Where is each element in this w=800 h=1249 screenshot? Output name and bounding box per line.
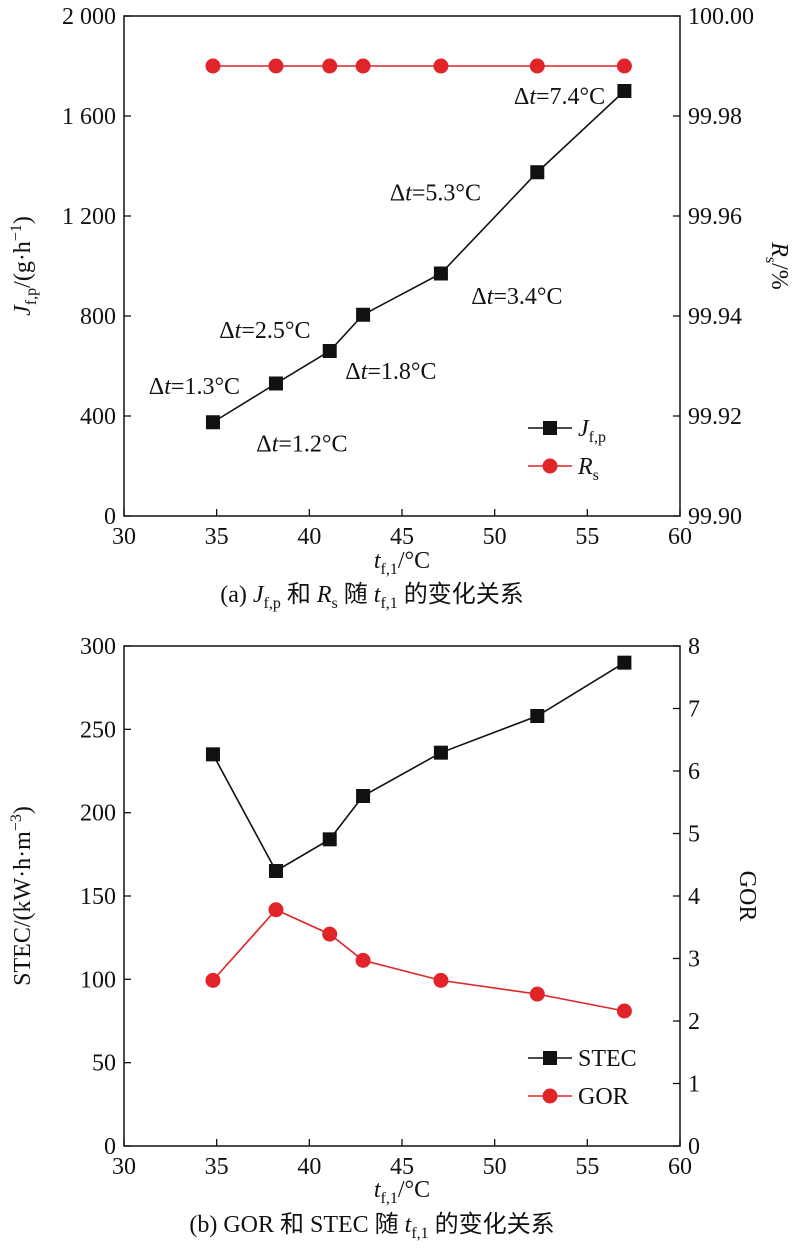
annotation-delta-t: Δt=7.4°C — [514, 84, 605, 110]
x-tick-label: 40 — [297, 1154, 321, 1180]
y-right-tick-label: 5 — [688, 822, 700, 848]
y-right-tick-label: 99.90 — [688, 504, 742, 530]
y-left-tick-label: 1 200 — [62, 204, 116, 230]
y-right-tick-label: 6 — [688, 759, 700, 785]
data-point-square — [269, 864, 283, 878]
x-tick-label: 55 — [575, 524, 599, 550]
data-point-square — [206, 415, 220, 429]
y-left-tick-label: 50 — [92, 1051, 116, 1077]
x-tick-label: 55 — [575, 1154, 599, 1180]
data-point-square — [356, 789, 370, 803]
y-right-tick-label: 4 — [688, 884, 700, 910]
data-point-square — [434, 267, 448, 281]
y-right-tick-label: 99.96 — [688, 204, 742, 230]
x-tick-label: 35 — [205, 1154, 229, 1180]
x-tick-label: 50 — [483, 524, 507, 550]
data-point-circle — [530, 59, 545, 74]
data-point-circle — [322, 59, 337, 74]
y-right-axis-label: GOR — [734, 871, 760, 922]
figure-caption: (b) GOR 和 STEC 随 tf,1 的变化关系 — [189, 1211, 554, 1242]
legend-marker-square — [543, 421, 557, 435]
legend-label: Jf,p — [578, 416, 606, 446]
x-tick-label: 40 — [297, 524, 321, 550]
data-point-square — [530, 709, 544, 723]
series-line-gor — [213, 910, 624, 1011]
y-left-tick-label: 0 — [104, 504, 116, 530]
data-point-square — [617, 656, 631, 670]
data-point-square — [617, 84, 631, 98]
y-right-axis-label: Rs/% — [762, 241, 792, 290]
y-right-tick-label: 99.94 — [688, 304, 742, 330]
y-left-tick-label: 100 — [80, 967, 116, 993]
data-point-circle — [356, 953, 371, 968]
y-right-tick-label: 1 — [688, 1072, 700, 1098]
annotation-delta-t: Δt=2.5°C — [219, 318, 310, 344]
y-right-tick-label: 2 — [688, 1009, 700, 1035]
y-left-tick-label: 2 000 — [62, 4, 116, 30]
figure: 30 35 40 45 50 55 60 0 400 800 1 200 1 600 2 000 99.9… — [0, 0, 800, 1249]
data-point-square — [323, 344, 337, 358]
legend-label: Rs — [577, 454, 599, 484]
annotation-delta-t: Δt=3.4°C — [471, 284, 562, 310]
data-point-square — [269, 377, 283, 391]
data-point-circle — [205, 59, 220, 74]
y-left-tick-label: 300 — [80, 634, 116, 660]
data-point-square — [434, 746, 448, 760]
legend-marker-circle — [543, 459, 558, 474]
data-point-circle — [433, 59, 448, 74]
y-right-tick-label: 8 — [688, 634, 700, 660]
y-right-tick-label: 7 — [688, 697, 700, 723]
y-left-tick-label: 800 — [80, 304, 116, 330]
x-tick-label: 35 — [205, 524, 229, 550]
x-tick-label: 50 — [483, 1154, 507, 1180]
figure-caption: (a) Jf,p 和 Rs 随 tf,1 的变化关系 — [220, 581, 524, 612]
annotation-delta-t: Δt=1.2°C — [256, 432, 347, 458]
x-axis-label: tf,1/°C — [374, 1177, 430, 1207]
data-point-circle — [268, 902, 283, 917]
x-axis-label: tf,1/°C — [374, 548, 430, 578]
series-line-stec — [213, 663, 624, 871]
data-point-circle — [268, 59, 283, 74]
data-point-circle — [530, 987, 545, 1002]
annotation-delta-t: Δt=1.3°C — [149, 374, 240, 400]
y-right-tick-label: 99.92 — [688, 404, 742, 430]
annotation-delta-t: Δt=5.3°C — [390, 180, 481, 206]
y-left-tick-label: 400 — [80, 404, 116, 430]
y-right-tick-label: 0 — [688, 1134, 700, 1160]
y-left-axis-label: STEC/(kW·h·m−3) — [8, 806, 36, 986]
y-left-tick-label: 150 — [80, 884, 116, 910]
data-point-circle — [205, 973, 220, 988]
y-left-axis-label: Jf,p/(g·h−1) — [8, 216, 40, 316]
y-right-tick-label: 99.98 — [688, 104, 742, 130]
data-point-circle — [322, 927, 337, 942]
legend-label: GOR — [578, 1084, 629, 1110]
data-point-circle — [617, 59, 632, 74]
chart-b: 30 35 40 45 50 55 6005010015020025030001234567… — [0, 620, 800, 1249]
annotation-delta-t: Δt=1.8°C — [345, 359, 436, 385]
data-point-square — [323, 832, 337, 846]
y-right-tick-label: 3 — [688, 947, 700, 973]
y-left-tick-label: 250 — [80, 717, 116, 743]
data-point-circle — [356, 59, 371, 74]
y-left-tick-label: 200 — [80, 801, 116, 827]
data-point-square — [356, 308, 370, 322]
x-tick-label: 45 — [390, 524, 414, 550]
data-point-circle — [617, 1004, 632, 1019]
y-right-tick-label: 100.00 — [688, 4, 754, 30]
data-point-circle — [433, 973, 448, 988]
y-left-tick-label: 0 — [104, 1134, 116, 1160]
y-left-tick-label: 1 600 — [62, 104, 116, 130]
legend-marker-circle — [543, 1089, 558, 1104]
legend-marker-square — [543, 1051, 557, 1065]
legend-label: STEC — [578, 1046, 637, 1072]
data-point-square — [206, 747, 220, 761]
data-point-square — [530, 165, 544, 179]
